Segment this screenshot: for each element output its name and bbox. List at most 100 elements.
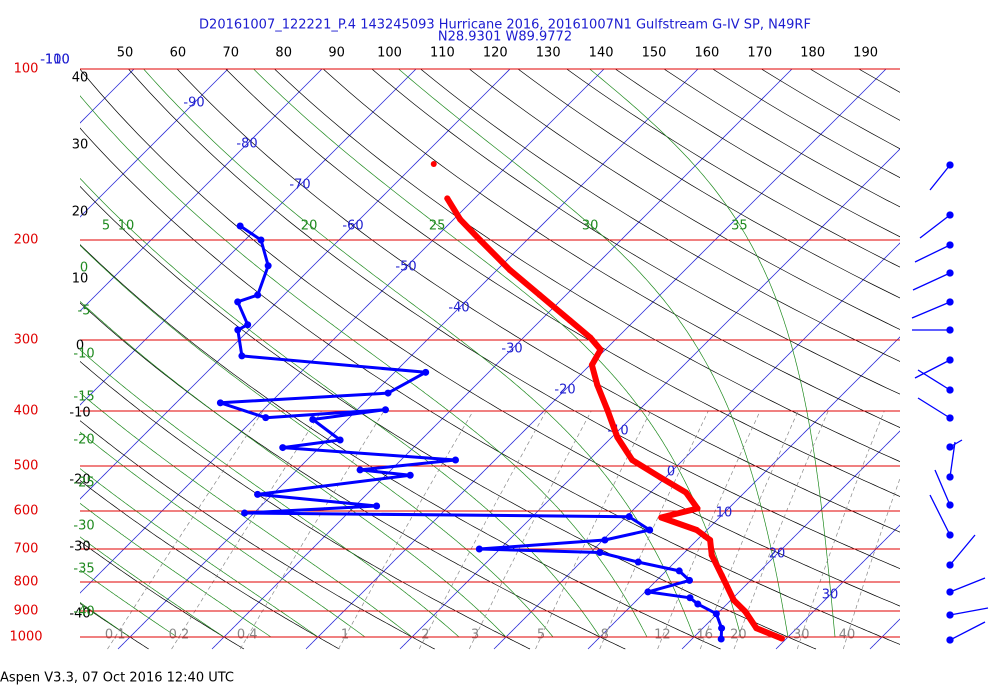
moist-adiabat xyxy=(80,300,507,638)
mixing-ratio-line xyxy=(418,410,547,650)
barb xyxy=(949,577,986,593)
mixing-ratio-line xyxy=(733,410,829,650)
profile-point xyxy=(597,346,604,353)
isotherm-label: 20 xyxy=(769,547,786,562)
theta-label: 60 xyxy=(170,46,187,61)
isotherm-label: -30 xyxy=(501,342,522,357)
moist-adiabat xyxy=(80,392,413,638)
dry-adiabat xyxy=(80,420,435,650)
dry-adiabat xyxy=(566,69,900,268)
mixing-ratio-line xyxy=(657,410,761,650)
dry-adiabat xyxy=(80,480,340,650)
dry-adiabat xyxy=(908,69,1000,649)
dry-adiabat xyxy=(80,360,531,650)
dry-adiabat xyxy=(80,244,721,650)
profile-point xyxy=(477,236,484,243)
moist-label: 30 xyxy=(582,219,599,234)
mixing-ratio-label: 2 xyxy=(421,628,429,643)
moist-adiabat xyxy=(80,244,554,638)
dry-adiabat xyxy=(0,69,53,649)
theta-label: 160 xyxy=(694,46,719,61)
isotherm xyxy=(80,69,511,500)
isotherm xyxy=(305,69,887,650)
profile-point xyxy=(236,222,244,230)
profile-point xyxy=(686,594,694,602)
mixing-ratio-label: 8 xyxy=(601,628,609,643)
isotherm-label: -60 xyxy=(342,219,363,234)
profile-point xyxy=(685,576,693,584)
isotherm xyxy=(0,69,40,649)
profile-point xyxy=(614,434,621,441)
profile-point xyxy=(646,526,654,534)
mixing-ratio-line xyxy=(842,477,900,650)
pressure-label: 800 xyxy=(14,574,39,589)
pressure-label: 700 xyxy=(14,542,39,557)
theta-label: 20 xyxy=(72,205,89,220)
moist-label: 10 xyxy=(118,219,135,234)
isotherm xyxy=(211,69,793,650)
moist-label: -35 xyxy=(73,562,94,577)
isotherm xyxy=(681,430,900,650)
profile-point xyxy=(381,406,389,414)
background-lines xyxy=(0,69,1000,650)
moist-adiabat xyxy=(80,177,601,638)
moist-label: 5 xyxy=(102,219,110,234)
isotherm-label: -20 xyxy=(554,383,575,398)
moist-label: -25 xyxy=(73,476,94,491)
profile-point xyxy=(629,457,636,464)
theta-label: 120 xyxy=(483,46,508,61)
profile-point xyxy=(644,588,652,596)
theta-label: 40 xyxy=(72,71,89,86)
moist-adiabat xyxy=(398,69,789,638)
isotherm-label: -50 xyxy=(395,260,416,275)
pressure-label: 900 xyxy=(14,604,39,619)
mixing-ratio-line xyxy=(468,410,592,650)
barb xyxy=(934,469,951,506)
footer: Aspen V3.3, 07 Oct 2016 12:40 UTC xyxy=(0,671,234,686)
dry-adiabat xyxy=(80,127,900,645)
mixing-ratio-label: 1 xyxy=(341,628,349,643)
barb xyxy=(917,397,951,419)
mixing-ratio-line xyxy=(699,410,799,650)
barb xyxy=(917,369,951,391)
barb xyxy=(912,272,951,291)
isotherm-label: -80 xyxy=(236,137,257,152)
isotherm-label: 0 xyxy=(667,465,675,480)
chart-title: D20161007_122221_P.4 143245093 Hurricane… xyxy=(199,18,811,33)
barb xyxy=(914,244,951,263)
profile-point xyxy=(384,389,392,397)
profile-point xyxy=(717,635,725,643)
barb xyxy=(929,494,951,536)
dry-adiabat xyxy=(80,69,900,607)
dry-adiabat xyxy=(176,69,900,533)
profile-point xyxy=(707,537,714,544)
profile-point xyxy=(238,352,246,360)
moist-label: 0 xyxy=(80,261,88,276)
profile-point xyxy=(457,216,464,223)
profile-point xyxy=(216,399,224,407)
barb xyxy=(919,214,951,239)
chart-subtitle: N28.9301 W89.9772 xyxy=(438,30,572,45)
theta-label: 10 xyxy=(72,272,89,287)
profile-point xyxy=(657,474,664,481)
mixing-ratio-line xyxy=(107,410,264,650)
moist-adiabat xyxy=(589,69,836,637)
dry-adiabat xyxy=(615,69,900,238)
profile-point xyxy=(356,466,364,474)
profile-point xyxy=(475,545,483,553)
dry-adiabat xyxy=(80,302,626,650)
profile-point xyxy=(279,444,287,452)
isotherm-label: -70 xyxy=(289,178,310,193)
profile-point xyxy=(254,490,262,498)
profile-point xyxy=(241,509,249,517)
dry-adiabat xyxy=(809,69,900,121)
profile-point xyxy=(257,236,265,244)
mixing-ratio-line xyxy=(796,410,885,650)
barb xyxy=(914,359,951,379)
profile-point xyxy=(444,195,451,202)
barb xyxy=(949,534,976,566)
dry-adiabat xyxy=(80,602,149,650)
isotherm-label: -90 xyxy=(183,96,204,111)
moist-label: -15 xyxy=(73,390,94,405)
